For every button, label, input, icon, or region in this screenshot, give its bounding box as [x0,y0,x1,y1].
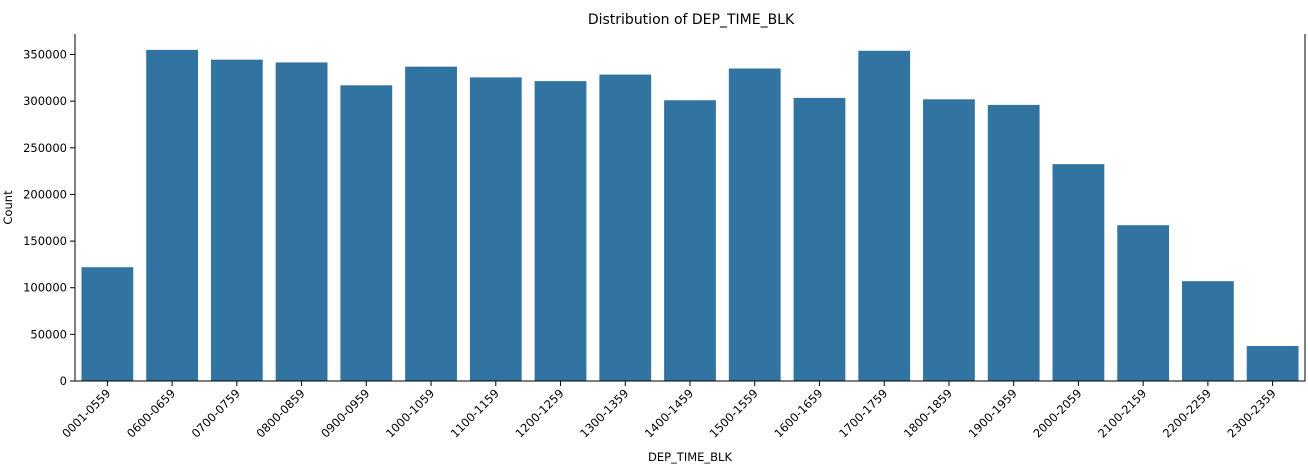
bar-0001-0559 [81,267,134,381]
x-tick-label: 1400-1459 [642,386,696,440]
x-tick-label: 0900-0959 [318,386,372,440]
bar-1200-1259 [534,81,587,382]
plot-frame [74,34,1306,382]
bars [81,49,1299,382]
bar-0800-0859 [275,62,328,381]
bar-2200-2259 [1182,281,1234,381]
bar-1700-1759 [858,50,911,381]
x-tick-label: 1700-1759 [836,386,890,440]
x-tick-label: 2300-2359 [1225,386,1279,440]
bar-1500-1559 [728,68,781,381]
y-tick-label: 300000 [23,94,67,108]
x-tick-label: 1100-1159 [448,386,502,440]
bar-1000-1059 [405,66,457,382]
bar-1300-1359 [599,74,652,381]
bar-1600-1659 [793,97,846,382]
bar-1100-1159 [469,77,522,382]
x-tick-label: 0700-0759 [189,386,243,440]
y-axis-label: Count [1,190,15,225]
chart-title: Distribution of DEP_TIME_BLK [588,12,795,28]
x-tick-label: 2000-2059 [1030,386,1084,440]
x-tick-label: 0600-0659 [124,386,178,440]
bar-0700-0759 [210,59,263,382]
bar-2300-2359 [1246,346,1299,381]
x-axis: 0001-0559 0600-0659 0700-0759 0800-0859 0900… [59,381,1279,440]
bar-1400-1459 [664,100,716,381]
x-tick-label: 1600-1659 [771,386,825,440]
y-tick-label: 100000 [23,281,67,295]
x-tick-label: 2200-2259 [1160,386,1214,440]
x-tick-label: 0001-0559 [59,386,113,440]
y-tick-label: 200000 [23,187,67,201]
bar-2100-2159 [1117,225,1170,381]
bar-2000-2059 [1052,164,1105,382]
y-tick-label: 350000 [23,48,67,62]
bar-0600-0659 [146,49,198,382]
bar-1900-1959 [987,104,1040,381]
x-tick-label: 1500-1559 [707,386,761,440]
x-tick-label: 1000-1059 [383,386,437,440]
y-axis: 0 50000 100000 150000 200000 250000 300000 3500… [23,48,75,388]
y-tick-label: 0 [60,374,67,388]
y-tick-label: 250000 [23,141,67,155]
bar-0900-0959 [340,85,393,382]
x-tick-label: 1200-1259 [512,386,566,440]
bar-1800-1859 [923,99,975,382]
y-tick-label: 150000 [23,234,67,248]
y-tick-label: 50000 [30,327,67,341]
x-tick-label: 1900-1959 [966,386,1020,440]
x-tick-label: 0800-0859 [253,386,307,440]
x-tick-label: 1300-1359 [577,386,631,440]
x-tick-label: 2100-2159 [1095,386,1149,440]
x-tick-label: 1800-1859 [901,386,955,440]
x-axis-label: DEP_TIME_BLK [648,450,732,464]
